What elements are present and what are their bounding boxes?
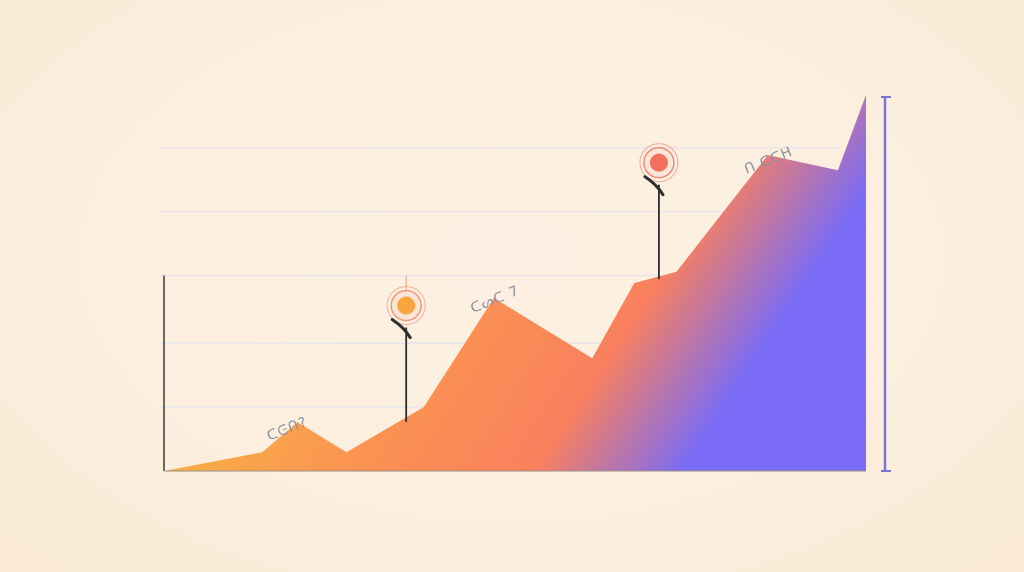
marker-halo [386,285,426,326]
marker-hook [643,175,665,197]
area-layer [164,95,866,471]
marker-hook [390,318,412,340]
marker-halo [639,143,679,183]
marker-dot [649,153,668,172]
marker-dot [397,296,416,315]
area-texture [164,95,866,471]
marker-layer [386,143,679,423]
axis-layer [163,96,891,472]
